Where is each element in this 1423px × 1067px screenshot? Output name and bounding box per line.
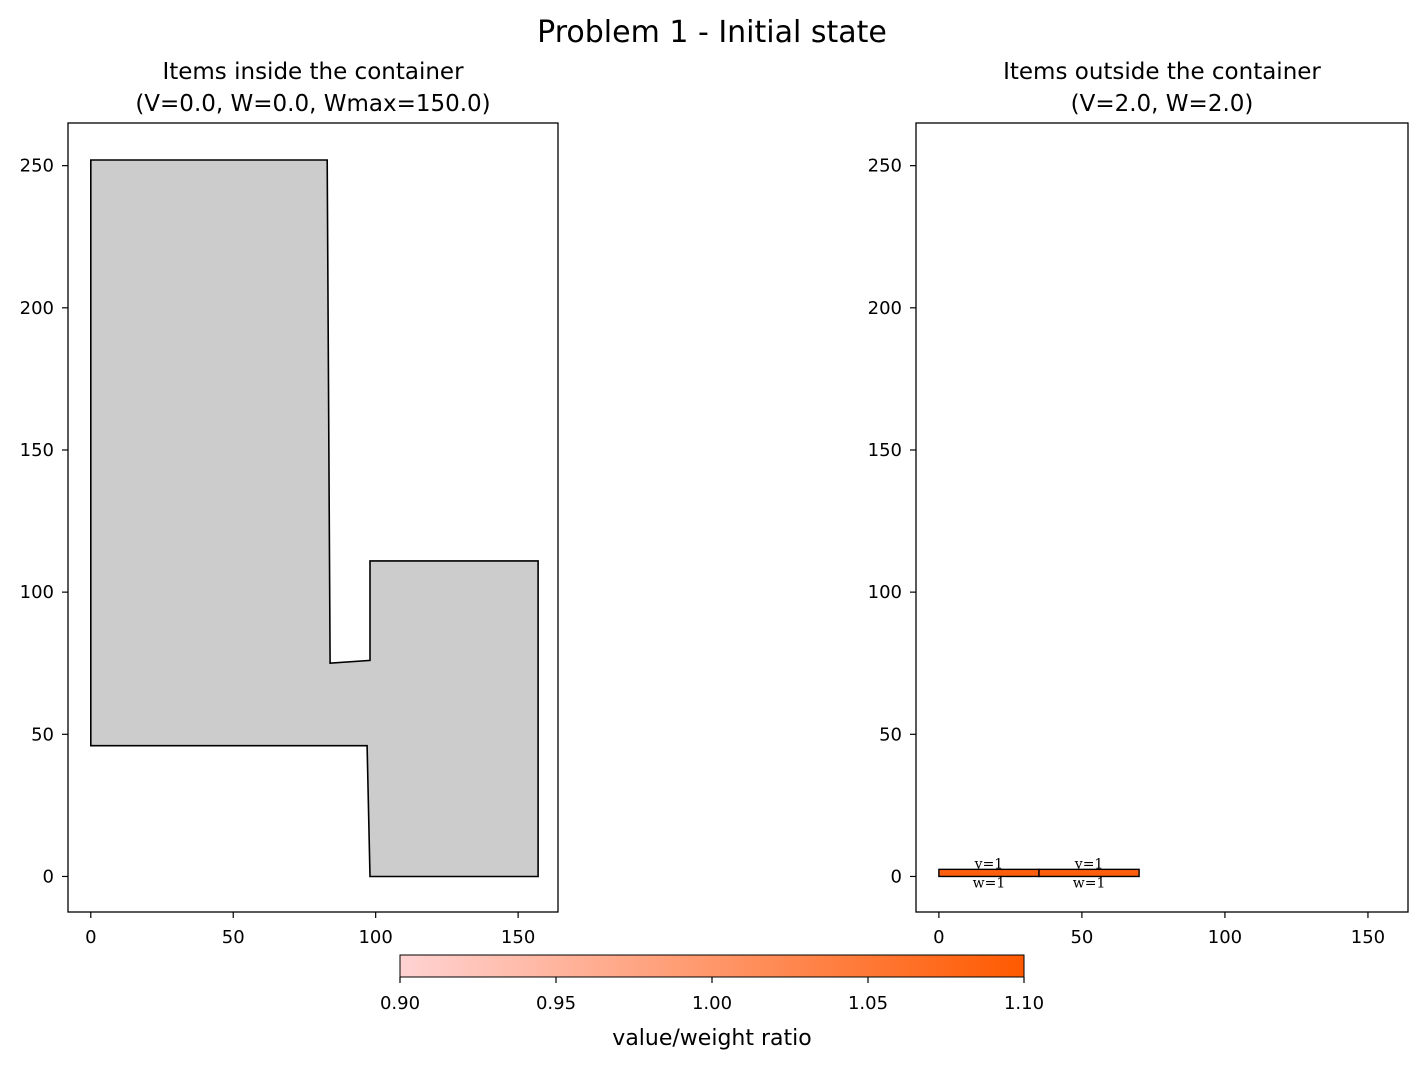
panel-inside-title-line1: Items inside the container (162, 59, 464, 85)
x-tick-label-3: 150 (1351, 927, 1385, 948)
x-tick-label-2: 100 (358, 927, 392, 948)
x-tick-label-0: 0 (85, 927, 96, 948)
colorbar-tick-label-4: 1.10 (1004, 993, 1044, 1014)
x-tick-label-1: 50 (1070, 927, 1093, 948)
y-tick-label-1: 50 (879, 724, 902, 745)
y-tick-label-0: 0 (891, 866, 902, 887)
item-value-label-1: v=1 (1074, 856, 1104, 872)
colorbar-tick-label-2: 1.00 (692, 993, 732, 1014)
y-tick-label-5: 250 (868, 156, 902, 177)
y-tick-label-2: 100 (868, 582, 902, 603)
figure-title: Problem 1 - Initial state (537, 15, 887, 50)
y-tick-label-4: 200 (20, 298, 54, 319)
panel-inside-title-line2: (V=0.0, W=0.0, Wmax=150.0) (135, 91, 490, 117)
y-tick-label-0: 0 (43, 866, 54, 887)
panel-outside-container: Items outside the container (V=2.0, W=2.… (868, 59, 1409, 948)
colorbar-label: value/weight ratio (612, 1026, 811, 1051)
panel-outside-title-line1: Items outside the container (1003, 59, 1321, 85)
panel-outside-title-line2: (V=2.0, W=2.0) (1071, 91, 1254, 117)
colorbar-tick-label-1: 0.95 (536, 993, 576, 1014)
item-value-label-0: v=1 (974, 856, 1004, 872)
x-tick-label-0: 0 (933, 927, 944, 948)
colorbar-gradient (399, 954, 1025, 978)
item-rect-1 (1038, 868, 1140, 878)
axes-frame (67, 122, 559, 913)
x-tick-label-1: 50 (222, 927, 245, 948)
item-weight-label-0: w=1 (973, 875, 1006, 891)
y-tick-label-2: 100 (20, 582, 54, 603)
colorbar-tick-label-3: 1.05 (848, 993, 888, 1014)
y-tick-label-3: 150 (868, 440, 902, 461)
item-weight-label-1: w=1 (1073, 875, 1106, 891)
colorbar-tick-label-0: 0.90 (380, 993, 420, 1014)
panel-inside-container: Items inside the container (V=0.0, W=0.0… (20, 59, 559, 948)
container-shape (90, 159, 539, 878)
axes-frame (915, 122, 1409, 913)
x-tick-label-2: 100 (1208, 927, 1242, 948)
y-tick-label-4: 200 (868, 298, 902, 319)
y-tick-label-5: 250 (20, 156, 54, 177)
x-tick-label-3: 150 (501, 927, 535, 948)
y-tick-label-1: 50 (31, 724, 54, 745)
colorbar: 0.90 0.95 1.00 1.05 1.10 value/weight ratio (380, 954, 1044, 1051)
y-tick-label-3: 150 (20, 440, 54, 461)
